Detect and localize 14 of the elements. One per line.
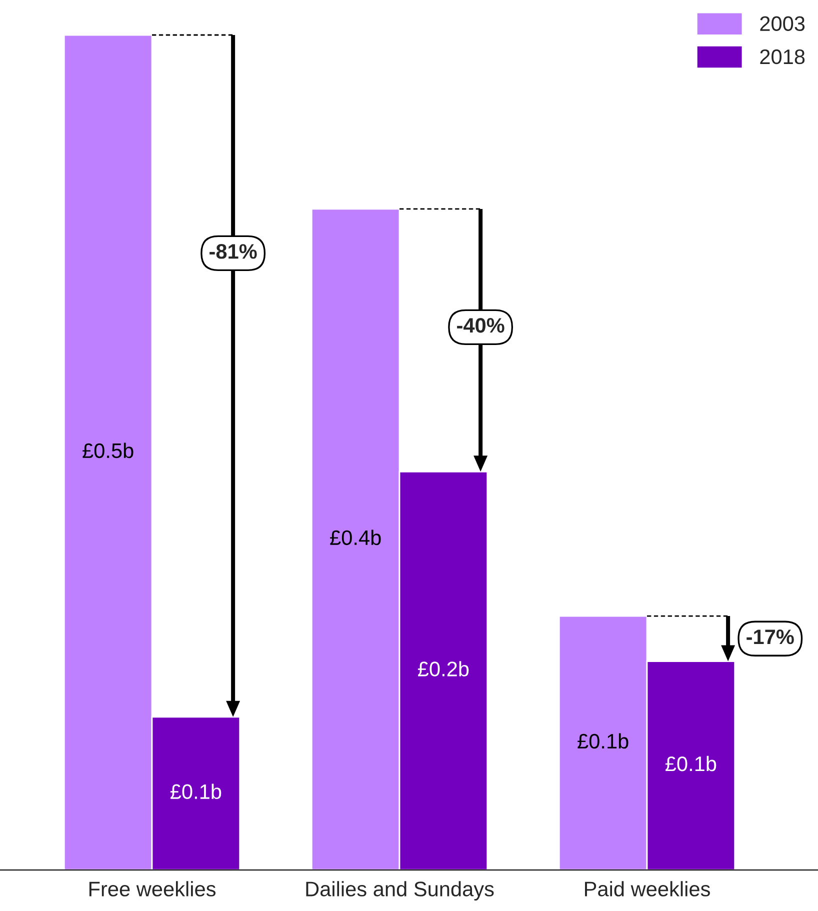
data-label: £0.1b bbox=[665, 756, 716, 772]
legend-label: 2003 bbox=[760, 16, 805, 32]
data-label: £0.2b bbox=[418, 661, 469, 676]
data-label: £0.1b bbox=[170, 784, 222, 800]
x-tick-label: Free weeklies bbox=[89, 881, 216, 896]
x-tick-label: Dailies and Sundays bbox=[306, 881, 494, 901]
data-label: £0.1b bbox=[578, 733, 628, 749]
data-label: £0.4b bbox=[330, 530, 381, 546]
annotation: -40% bbox=[457, 318, 504, 333]
annotation: -81% bbox=[210, 244, 257, 259]
data-label: £0.5b bbox=[82, 442, 134, 458]
annotation: -17% bbox=[746, 630, 794, 644]
x-tick-label: Paid weeklies bbox=[585, 881, 710, 896]
legend-label: 2018 bbox=[760, 49, 805, 64]
